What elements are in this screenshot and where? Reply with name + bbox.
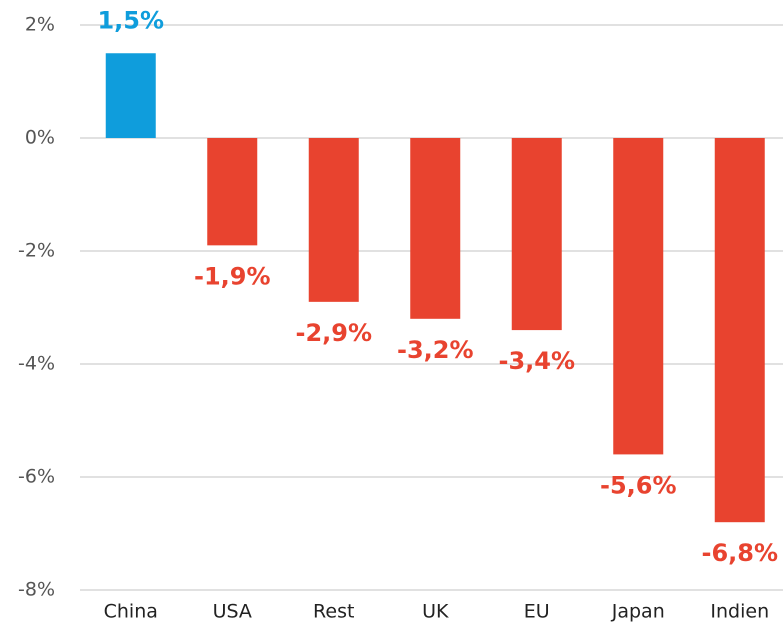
x-tick-label: EU	[524, 601, 550, 623]
x-tick-label: China	[104, 601, 158, 623]
bar	[613, 138, 664, 455]
y-tick-label: 2%	[25, 14, 55, 36]
value-label: -3,2%	[397, 336, 474, 364]
bar	[714, 138, 765, 523]
bar	[207, 138, 258, 246]
value-label: 1,5%	[97, 6, 164, 34]
value-label: -3,4%	[498, 347, 575, 375]
y-tick-label: -4%	[18, 353, 55, 375]
y-tick-label: 0%	[25, 127, 55, 149]
y-tick-label: -6%	[18, 466, 55, 488]
value-label: -5,6%	[600, 471, 677, 499]
x-tick-label: UK	[422, 601, 449, 623]
y-tick-label: -8%	[18, 579, 55, 601]
bar	[105, 53, 156, 138]
bar	[410, 138, 461, 319]
x-tick-label: Japan	[611, 601, 665, 623]
x-tick-label: USA	[213, 601, 252, 623]
bar	[308, 138, 359, 302]
y-tick-label: -2%	[18, 240, 55, 262]
value-label: -6,8%	[701, 539, 778, 567]
value-label: -2,9%	[295, 319, 372, 347]
value-label: -1,9%	[194, 262, 271, 290]
bar	[511, 138, 562, 331]
x-tick-label: Rest	[313, 601, 354, 623]
x-tick-label: Indien	[710, 601, 769, 623]
